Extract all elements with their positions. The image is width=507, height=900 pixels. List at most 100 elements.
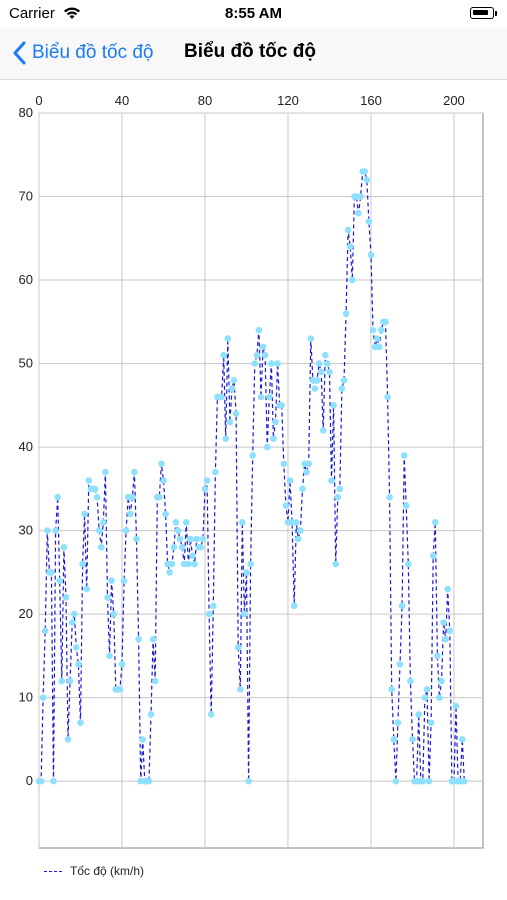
- data-point: [438, 677, 445, 685]
- data-point: [257, 393, 265, 401]
- clock: 8:55 AM: [225, 5, 282, 22]
- data-point: [176, 535, 184, 543]
- data-point: [52, 527, 59, 534]
- data-point: [322, 351, 329, 359]
- data-point: [218, 393, 225, 401]
- page-title: Biểu đồ tốc độ: [184, 41, 316, 62]
- data-point: [241, 610, 248, 618]
- data-point: [338, 385, 346, 392]
- back-button[interactable]: Biểu đồ tốc độ: [12, 38, 153, 68]
- data-point: [446, 627, 454, 635]
- status-bar: Carrier 8:55 AM: [0, 0, 507, 28]
- data-point: [108, 577, 115, 584]
- data-point: [118, 661, 126, 668]
- data-point: [156, 493, 163, 501]
- carrier-label: Carrier: [9, 5, 55, 22]
- data-point: [178, 544, 186, 551]
- data-point: [332, 560, 340, 568]
- data-point: [394, 719, 402, 726]
- back-label: Biểu đồ tốc độ: [32, 42, 154, 63]
- data-point: [232, 410, 240, 418]
- data-point: [160, 477, 167, 484]
- data-point: [251, 360, 259, 367]
- data-point: [93, 493, 101, 501]
- x-tick-label: 160: [360, 93, 382, 108]
- data-point: [432, 519, 439, 526]
- data-point: [365, 218, 373, 225]
- data-point: [390, 736, 398, 743]
- data-point: [355, 209, 362, 217]
- data-point: [168, 560, 176, 568]
- data-point: [295, 535, 302, 543]
- data-point: [349, 276, 356, 284]
- data-point: [48, 569, 55, 576]
- data-point: [226, 418, 234, 426]
- data-point: [127, 510, 134, 518]
- data-point: [149, 635, 157, 643]
- data-point: [44, 527, 51, 534]
- data-point: [122, 527, 130, 534]
- data-point: [172, 519, 180, 526]
- y-tick-label: 40: [19, 439, 33, 454]
- data-point: [79, 560, 86, 568]
- y-tick-label: 50: [19, 356, 33, 371]
- data-point: [135, 635, 142, 643]
- data-point: [429, 552, 437, 559]
- data-point: [361, 168, 369, 175]
- data-point: [313, 377, 321, 384]
- data-point: [382, 318, 389, 326]
- data-point: [423, 686, 431, 693]
- data-point: [270, 435, 277, 443]
- data-point: [280, 460, 288, 468]
- data-point: [116, 686, 124, 693]
- data-point: [344, 226, 352, 234]
- data-point: [210, 602, 217, 610]
- x-tick-label: 80: [198, 93, 212, 108]
- data-point: [328, 477, 335, 484]
- data-point: [41, 627, 49, 635]
- data-point: [324, 360, 331, 367]
- data-point: [100, 519, 107, 526]
- data-point: [222, 435, 229, 443]
- data-point: [400, 452, 408, 459]
- data-point: [71, 610, 78, 618]
- data-point: [187, 535, 194, 543]
- x-tick-label: 200: [443, 93, 465, 108]
- data-point: [170, 544, 178, 551]
- data-point: [151, 677, 159, 685]
- data-point: [60, 544, 68, 551]
- data-point: [243, 569, 250, 576]
- data-point: [278, 402, 286, 409]
- y-tick-label: 80: [19, 105, 33, 120]
- data-point: [452, 702, 460, 710]
- data-point: [205, 610, 213, 618]
- data-point: [319, 427, 327, 434]
- data-point: [212, 468, 219, 476]
- data-point: [220, 351, 227, 359]
- data-point: [81, 510, 88, 518]
- data-point: [357, 193, 364, 200]
- data-point: [425, 777, 433, 785]
- data-point: [419, 777, 427, 785]
- data-point: [145, 777, 153, 785]
- speed-chart: 0 40 80 120 160 200 0 10 20 30 40 50 60 70 80: [0, 81, 507, 900]
- data-point: [147, 711, 155, 718]
- data-point: [245, 777, 252, 785]
- data-point: [228, 385, 236, 392]
- data-point: [104, 594, 111, 601]
- data-point: [64, 736, 72, 743]
- data-point: [85, 477, 93, 484]
- data-point: [444, 585, 452, 593]
- data-point: [386, 493, 393, 501]
- data-point: [58, 677, 66, 685]
- legend-dashed-line-swatch: [44, 870, 62, 872]
- data-point: [253, 351, 261, 359]
- data-point: [66, 677, 74, 685]
- battery-tip-icon: [495, 11, 497, 16]
- data-point: [230, 377, 238, 384]
- speed-chart-svg: 0 40 80 120 160 200 0 10 20 30 40 50 60 70 80: [19, 93, 484, 849]
- data-point: [326, 368, 333, 376]
- data-point: [434, 652, 441, 660]
- data-point: [249, 452, 256, 459]
- data-point: [392, 777, 400, 785]
